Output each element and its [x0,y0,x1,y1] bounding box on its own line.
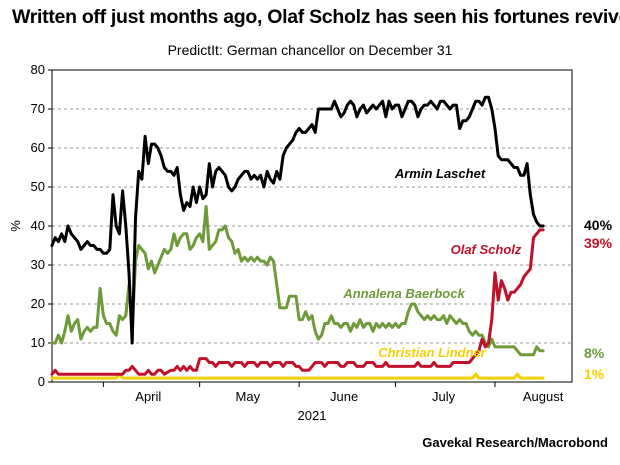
x-tick-label: August [523,389,564,404]
chart-subtitle: PredictIt: German chancellor on December… [167,42,453,58]
series-label-lindner: Christian Lindner [378,345,487,360]
end-value-baerbock: 8% [584,345,605,361]
y-tick-label: 20 [31,296,45,311]
y-axis: 0 10 20 30 40 50 60 70 80 [31,62,52,389]
end-value-scholz: 39% [584,235,613,251]
source-credit: Gavekal Research/Macrobond [422,435,608,450]
y-tick-label: 60 [31,140,45,155]
x-axis: April May June July August [102,382,564,404]
x-tick-label: May [236,389,261,404]
x-tick-label: April [135,389,161,404]
y-tick-label: 0 [38,374,45,389]
y-tick-label: 70 [31,101,45,116]
end-value-laschet: 40% [584,217,613,233]
series-line-christian-lindner [50,372,545,380]
chart-title: Written off just months ago, Olaf Scholz… [12,6,620,28]
y-tick-label: 30 [31,257,45,272]
y-axis-label: % [8,220,23,232]
y-tick-label: 10 [31,335,45,350]
series-label-baerbock: Annalena Baerbock [342,286,465,301]
series-line-armin-laschet [50,95,545,345]
y-tick-label: 50 [31,179,45,194]
y-tick-label: 80 [31,62,45,77]
series-label-laschet: Armin Laschet [394,166,486,181]
end-value-lindner: 1% [584,366,605,382]
x-axis-label: 2021 [298,408,327,423]
series-line-olaf-scholz [50,228,545,376]
series-label-scholz: Olaf Scholz [451,242,522,257]
series-lines [50,95,545,380]
y-tick-label: 40 [31,218,45,233]
x-tick-label: July [432,389,456,404]
x-tick-label: June [330,389,358,404]
